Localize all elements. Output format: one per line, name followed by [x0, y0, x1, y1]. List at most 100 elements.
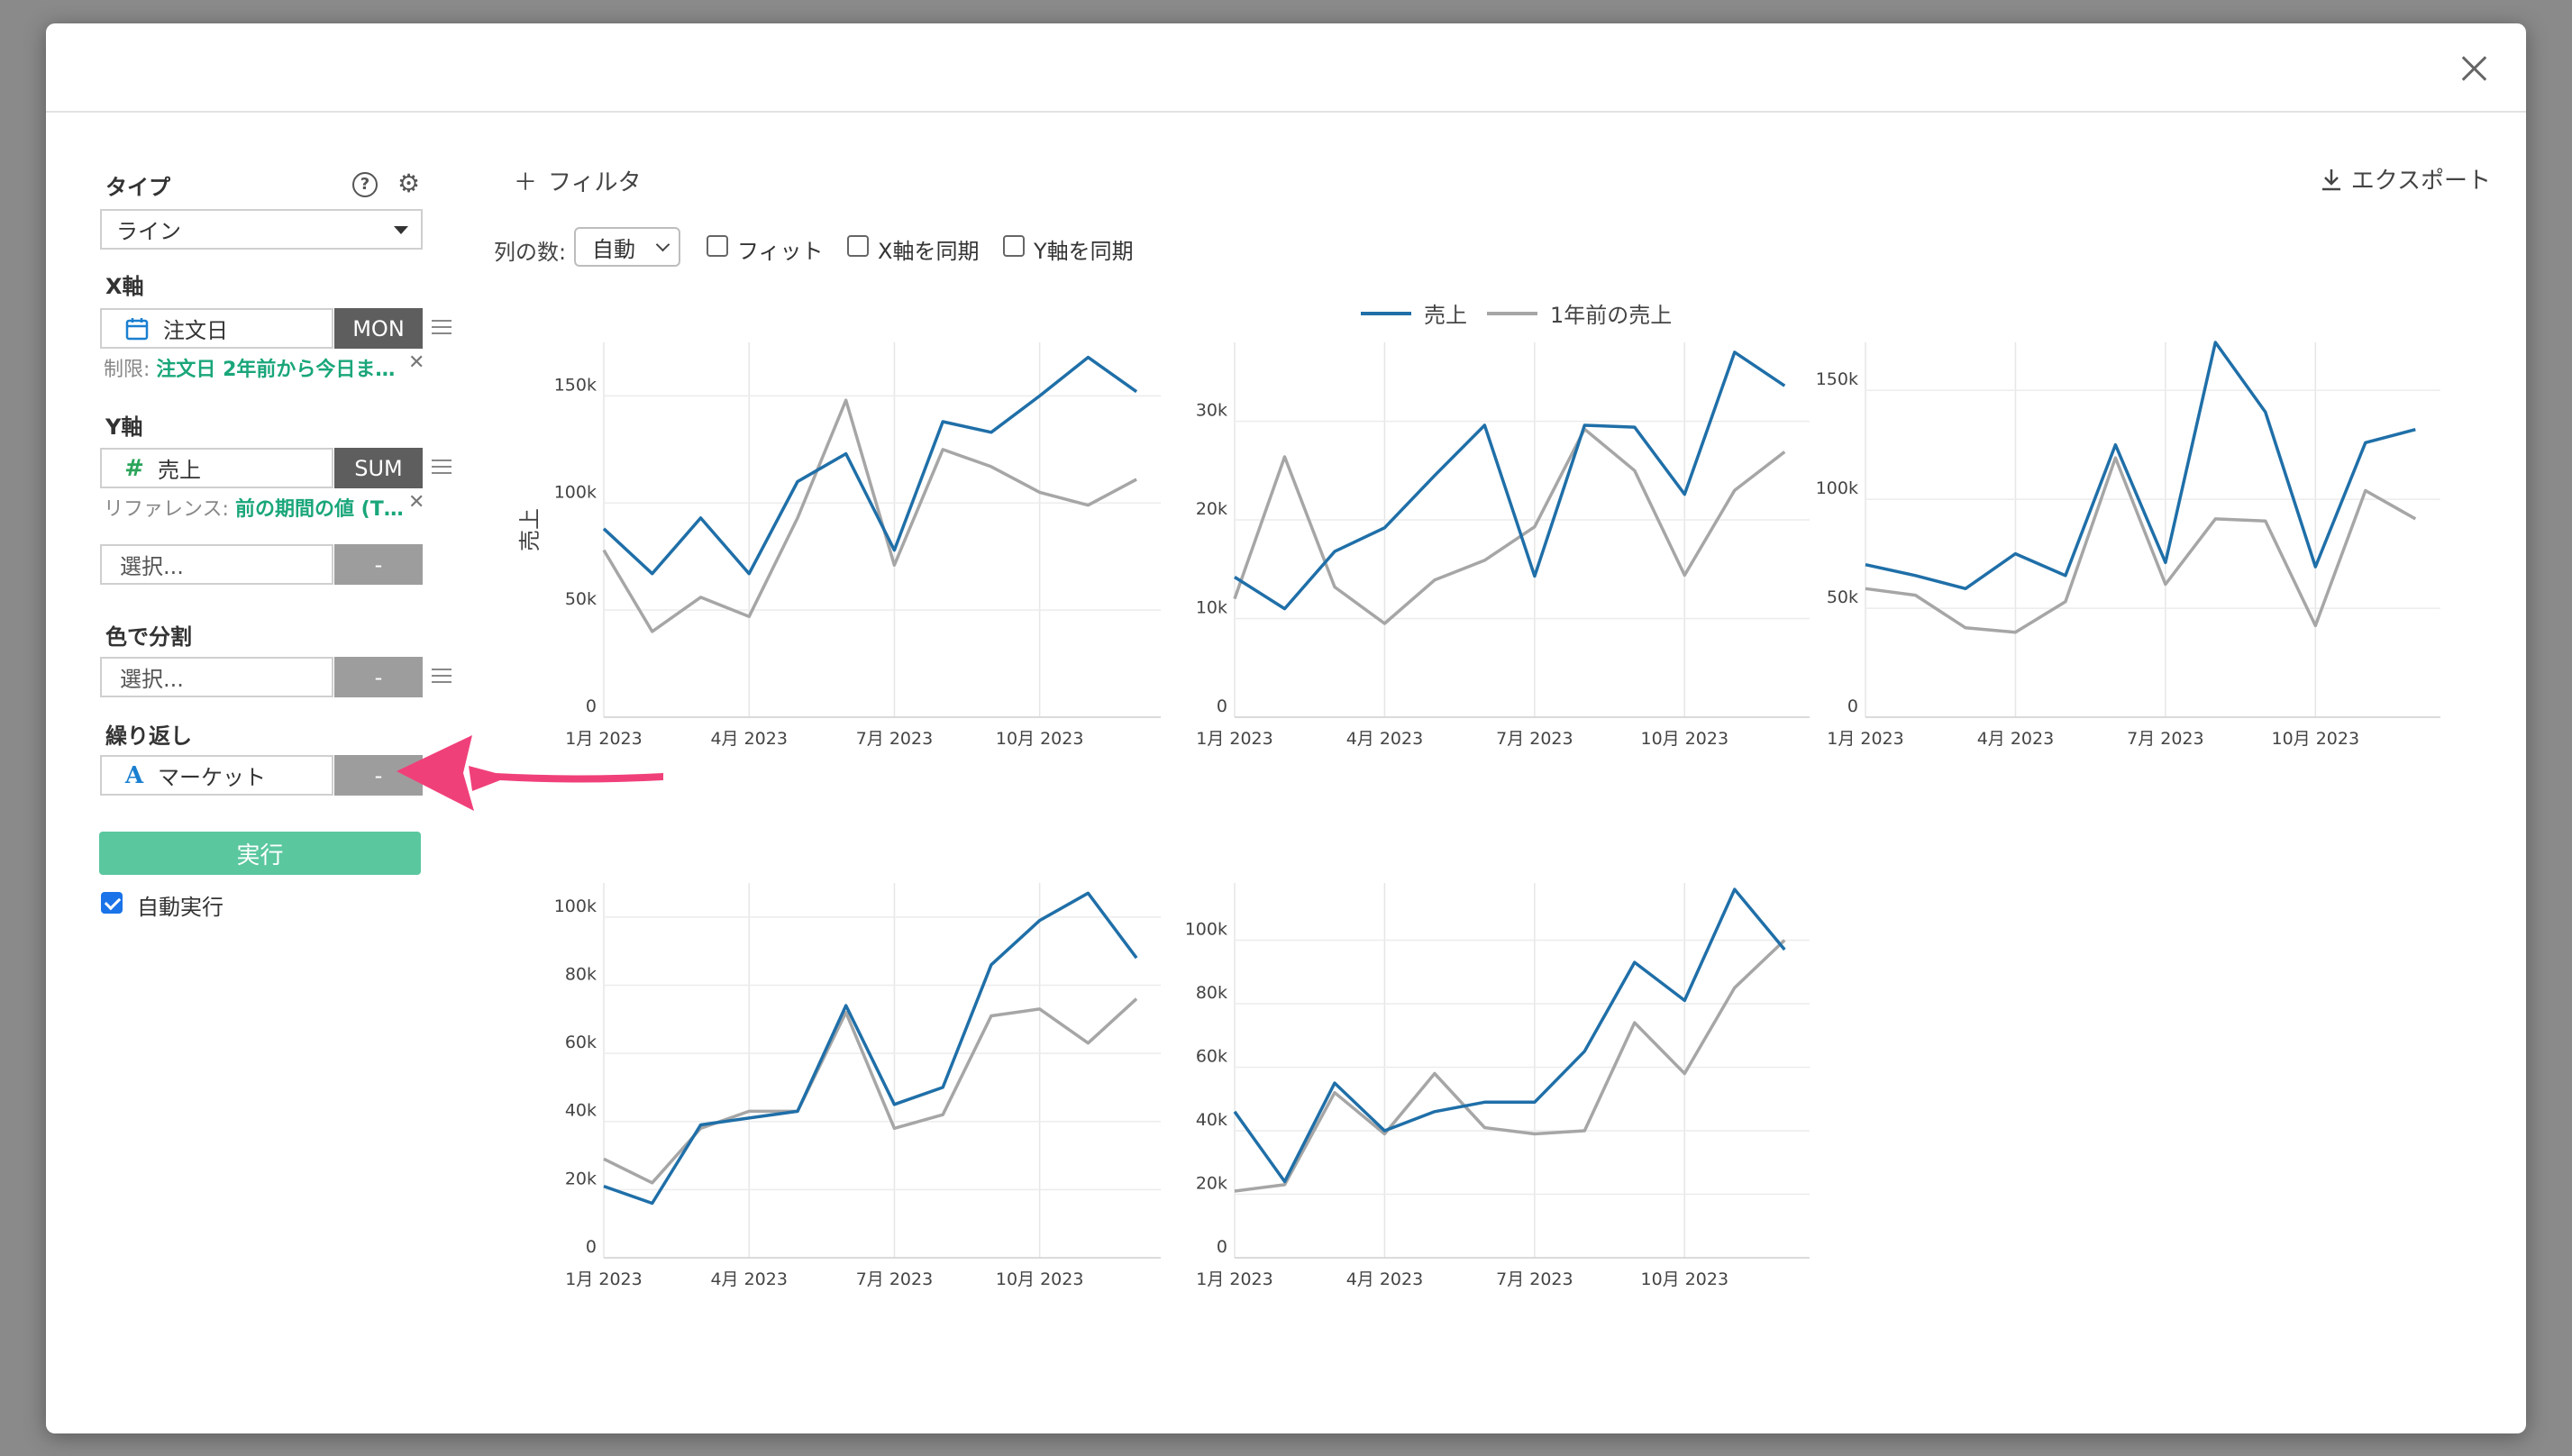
- y-tick-label: 100k: [1185, 919, 1227, 939]
- y-tick-label: 100k: [554, 482, 597, 502]
- y-axis-agg-button[interactable]: SUM: [334, 448, 423, 488]
- y-tick-label: 150k: [554, 375, 597, 395]
- color-split-select[interactable]: 選択...: [100, 657, 333, 697]
- arrow-head: [397, 735, 474, 811]
- repeat-field-value: マーケット: [158, 765, 266, 790]
- y-axis-field[interactable]: # 売上: [100, 448, 333, 488]
- series-line-current: [1865, 341, 2416, 591]
- close-icon[interactable]: [2456, 50, 2492, 86]
- legend-label-previous: 1年前の売上: [1550, 303, 1673, 328]
- dialog-header: [46, 23, 2526, 113]
- y-tick-label: 60k: [1196, 1046, 1227, 1066]
- legend-swatch-previous: [1487, 311, 1537, 315]
- extra-y-select-value: 選択...: [120, 554, 184, 579]
- chevron-down-icon: [655, 237, 670, 252]
- chart-legend: 売上 1年前の売上: [1361, 297, 1672, 329]
- repeat-field[interactable]: A マーケット: [100, 755, 333, 796]
- sync-y-checkbox[interactable]: [1003, 235, 1025, 257]
- y-tick-label: 100k: [554, 896, 597, 916]
- fit-label: フィット: [737, 239, 824, 264]
- caret-down-icon: [394, 226, 408, 234]
- remove-reference-icon[interactable]: ✕: [408, 491, 425, 514]
- y-tick-label: 20k: [1196, 499, 1227, 519]
- x-tick-label: 1月 2023: [565, 1269, 642, 1288]
- series-line-current: [603, 891, 1138, 1206]
- y-tick-label: 40k: [1196, 1110, 1227, 1130]
- x-tick-label: 1月 2023: [1827, 729, 1903, 748]
- y-axis-reference-prefix: リファレンス:: [104, 498, 229, 521]
- columns-select[interactable]: 自動: [574, 227, 680, 267]
- x-tick-label: 10月 2023: [996, 1269, 1084, 1288]
- x-tick-label: 4月 2023: [1977, 729, 2054, 748]
- series-line-previous: [1233, 427, 1786, 625]
- x-tick-label: 4月 2023: [1346, 729, 1423, 748]
- run-button[interactable]: 実行: [99, 832, 421, 875]
- x-tick-label: 10月 2023: [2272, 729, 2360, 748]
- y-axis-field-value: 売上: [158, 458, 201, 483]
- chart-panel-4: 1月 2023 4月 2023 7月 2023 10月 2023 0 20k 40k 60k 8…: [554, 883, 1161, 1288]
- y-tick-label: 50k: [1827, 587, 1858, 607]
- y-axis-reference[interactable]: リファレンス: 前の期間の値 (T…: [104, 493, 404, 522]
- x-tick-label: 1月 2023: [1196, 729, 1272, 748]
- x-tick-label: 4月 2023: [1346, 1269, 1423, 1288]
- y-tick-label: 150k: [1816, 369, 1858, 389]
- x-tick-label: 7月 2023: [1496, 1269, 1573, 1288]
- color-split-select-value: 選択...: [120, 667, 184, 692]
- y-tick-label: 0: [1217, 1237, 1227, 1257]
- y-tick-label: 40k: [565, 1101, 597, 1121]
- y-tick-label: 0: [1217, 696, 1227, 716]
- y-tick-label: 0: [1847, 696, 1858, 716]
- help-icon[interactable]: ?: [352, 172, 378, 197]
- color-split-agg-button[interactable]: -: [334, 657, 423, 697]
- series-line-current: [1233, 887, 1786, 1184]
- y-tick-label: 60k: [565, 1033, 597, 1052]
- x-tick-label: 7月 2023: [1496, 729, 1573, 748]
- x-tick-label: 10月 2023: [996, 729, 1084, 748]
- x-axis-menu-icon[interactable]: [432, 320, 451, 334]
- y-axis-label: Y軸: [105, 414, 143, 440]
- x-axis-agg-button[interactable]: MON: [334, 308, 423, 349]
- chart-type-select[interactable]: ライン: [100, 209, 423, 250]
- x-tick-label: 10月 2023: [1641, 1269, 1729, 1288]
- x-tick-label: 7月 2023: [856, 729, 933, 748]
- remove-limit-icon[interactable]: ✕: [408, 351, 425, 374]
- series-line-previous: [1865, 456, 2417, 634]
- y-tick-label: 100k: [1816, 478, 1858, 498]
- text-type-icon: A: [124, 761, 144, 789]
- color-split-menu-icon[interactable]: [432, 669, 451, 683]
- y-tick-label: 50k: [565, 589, 597, 609]
- x-axis-limit[interactable]: 制限: 注文日 2年前から今日ま…: [104, 353, 395, 382]
- add-filter-button[interactable]: ＋ フィルタ: [514, 164, 642, 197]
- x-tick-label: 7月 2023: [2127, 729, 2203, 748]
- sync-x-checkbox[interactable]: [847, 235, 869, 257]
- sync-x-label: X軸を同期: [878, 239, 980, 264]
- gear-icon[interactable]: ⚙: [397, 168, 421, 198]
- plus-icon: ＋: [514, 169, 538, 196]
- columns-select-value: 自動: [592, 236, 635, 262]
- auto-run-label: 自動実行: [137, 895, 223, 920]
- y-tick-label: 20k: [1196, 1173, 1227, 1193]
- y-tick-label: 80k: [1196, 983, 1227, 1003]
- series-line-previous: [1234, 939, 1786, 1193]
- export-button[interactable]: エクスポート: [2321, 162, 2491, 196]
- auto-run-checkbox[interactable]: [101, 892, 123, 914]
- y-tick-label: 30k: [1196, 401, 1227, 421]
- y-tick-label: 20k: [565, 1169, 597, 1188]
- chart-type-value: ライン: [116, 219, 181, 244]
- columns-label: 列の数:: [494, 240, 567, 265]
- calendar-icon: [125, 317, 149, 340]
- extra-y-agg-button[interactable]: -: [334, 544, 423, 585]
- chart-dialog: [46, 23, 2526, 1433]
- x-tick-label: 10月 2023: [1641, 729, 1729, 748]
- extra-y-select[interactable]: 選択...: [100, 544, 333, 585]
- x-axis-field[interactable]: 注文日: [100, 308, 333, 349]
- sync-y-label: Y軸を同期: [1034, 239, 1134, 264]
- fit-checkbox[interactable]: [707, 235, 728, 257]
- x-axis-limit-value: 注文日 2年前から今日ま…: [156, 359, 396, 381]
- x-tick-label: 4月 2023: [710, 1269, 787, 1288]
- y-axis-menu-icon[interactable]: [432, 460, 451, 474]
- color-split-label: 色で分割: [105, 624, 192, 650]
- export-label: エクスポート: [2350, 168, 2491, 195]
- download-icon: [2321, 168, 2340, 190]
- hash-icon: #: [124, 454, 144, 482]
